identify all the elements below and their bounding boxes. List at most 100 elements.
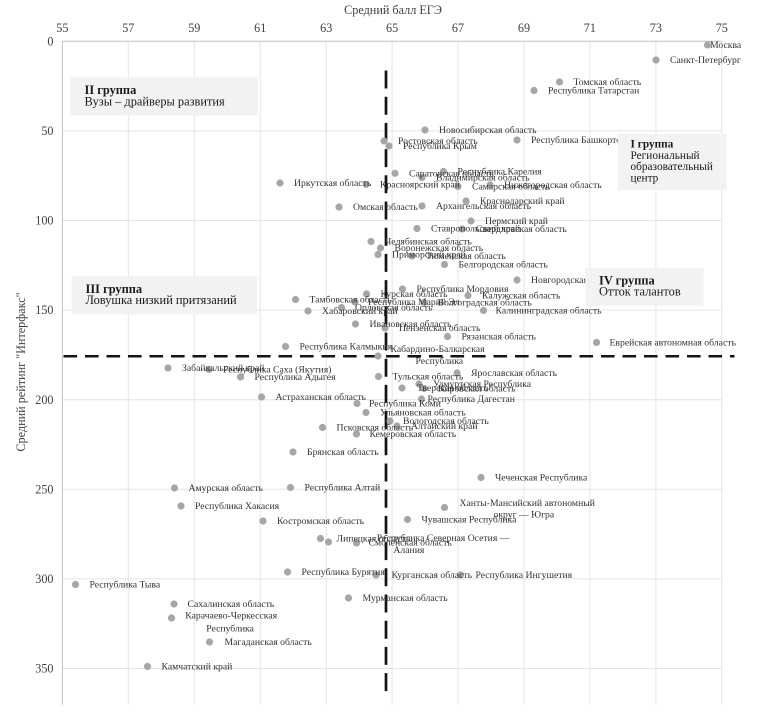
svg-text:Камчатский край: Камчатский край (162, 662, 233, 673)
svg-text:Амурская область: Амурская область (189, 483, 264, 494)
svg-text:Ханты-Мансийский автономный: Ханты-Мансийский автономный (460, 498, 595, 509)
svg-text:Курская область: Курская область (381, 289, 449, 300)
svg-text:Челябинская область: Челябинская область (385, 237, 472, 248)
svg-text:III группа: III группа (86, 282, 143, 296)
svg-text:Чувашская Республика: Чувашская Республика (422, 515, 518, 526)
svg-text:Пензенская область: Пензенская область (399, 323, 481, 334)
svg-text:Республика Бурятия: Республика Бурятия (302, 567, 386, 578)
svg-text:Орловская область: Орловская область (355, 303, 433, 314)
svg-text:200: 200 (35, 393, 53, 407)
svg-text:Республика Калмыкия: Республика Калмыкия (300, 342, 393, 353)
svg-text:Рязанская область: Рязанская область (462, 332, 537, 343)
svg-text:Тульская область: Тульская область (393, 372, 464, 383)
svg-text:Костромская область: Костромская область (277, 516, 365, 527)
svg-text:350: 350 (35, 662, 53, 676)
svg-text:Средний балл ЕГЭ: Средний балл ЕГЭ (344, 3, 442, 17)
svg-text:Ярославская область: Ярославская область (471, 368, 558, 379)
svg-text:Приморский край: Приморский край (392, 250, 466, 261)
svg-text:Кемеровская область: Кемеровская область (370, 429, 457, 440)
svg-text:Забайкальский край: Забайкальский край (182, 363, 265, 374)
svg-text:Астраханская область: Астраханская область (276, 392, 367, 403)
svg-text:Томская область: Томская область (574, 77, 642, 88)
svg-text:Тамбовская область: Тамбовская область (310, 295, 393, 306)
svg-text:Хабаровский край: Хабаровский край (322, 306, 398, 317)
svg-text:Республика Ингушетия: Республика Ингушетия (476, 570, 573, 581)
svg-text:I группа: I группа (631, 139, 674, 151)
svg-text:Самарская область: Самарская область (472, 182, 550, 193)
svg-text:Вузы – драйверы развития: Вузы – драйверы развития (85, 94, 226, 108)
svg-text:Республика Хакасия: Республика Хакасия (195, 501, 280, 512)
svg-text:Курганская область: Курганская область (392, 570, 473, 581)
svg-text:Ростовская область: Ростовская область (398, 136, 478, 147)
svg-text:Вологодская область: Вологодская область (403, 416, 489, 427)
svg-text:Республика Марий Эл: Республика Марий Эл (368, 297, 460, 308)
svg-text:Новгородская область: Новгородская область (531, 275, 623, 286)
svg-text:61: 61 (254, 21, 266, 35)
svg-text:Республика Мордовия: Республика Мордовия (417, 284, 509, 295)
svg-text:Владимирская область: Владимирская область (436, 173, 530, 184)
svg-text:Пермский край: Пермский край (485, 216, 548, 227)
svg-text:Омская область: Омская область (353, 202, 418, 213)
svg-text:63: 63 (320, 21, 332, 35)
svg-text:300: 300 (35, 572, 53, 586)
svg-text:Новосибирская область: Новосибирская область (439, 125, 537, 136)
svg-text:Республика Башкортостан: Республика Башкортостан (531, 135, 639, 146)
svg-text:Санкт-Петербург: Санкт-Петербург (670, 55, 741, 66)
svg-text:Отток талантов: Отток талантов (599, 285, 681, 299)
svg-text:Кабардино-Балкарская: Кабардино-Балкарская (391, 344, 486, 355)
svg-text:Сахалинская область: Сахалинская область (188, 599, 275, 610)
svg-text:Алтайский край: Алтайский край (411, 421, 478, 432)
svg-text:Средний рейтинг "Интерфакс": Средний рейтинг "Интерфакс" (14, 292, 28, 451)
svg-text:75: 75 (716, 21, 728, 35)
svg-text:Ивановская область: Ивановская область (370, 319, 453, 330)
svg-text:Белгородская область: Белгородская область (459, 260, 549, 271)
svg-text:Еврейская автономная область: Еврейская автономная область (610, 338, 737, 349)
svg-text:Мурманская область: Мурманская область (363, 593, 449, 604)
svg-text:150: 150 (35, 303, 53, 317)
svg-text:50: 50 (41, 124, 53, 138)
svg-text:Республика Адыгея: Республика Адыгея (255, 372, 337, 383)
svg-text:Тюменская область: Тюменская область (426, 251, 506, 262)
svg-text:Псковская область: Псковская область (337, 423, 414, 434)
svg-text:Липецкая область: Липецкая область (337, 534, 411, 545)
svg-text:67: 67 (452, 21, 464, 35)
svg-text:II группа: II группа (85, 83, 137, 97)
svg-text:Алания: Алания (393, 545, 424, 556)
svg-text:Свердловская область: Свердловская область (476, 224, 567, 235)
svg-text:Магаданская область: Магаданская область (225, 637, 313, 648)
svg-text:Карачаево-Черкесская: Карачаево-Черкесская (185, 611, 277, 622)
svg-text:Республика Дагестан: Республика Дагестан (428, 394, 515, 405)
svg-text:Калининградская область: Калининградская область (496, 306, 603, 317)
svg-text:55: 55 (56, 21, 68, 35)
svg-text:образовательный: образовательный (631, 161, 713, 173)
svg-text:Москва: Москва (710, 40, 742, 51)
svg-text:Красноярский край: Красноярский край (380, 180, 460, 191)
svg-text:250: 250 (35, 482, 53, 496)
svg-text:Республика Тыва: Республика Тыва (90, 580, 161, 591)
svg-text:Республика Коми: Республика Коми (369, 399, 441, 410)
svg-text:Саратовская область: Саратовская область (409, 169, 494, 180)
svg-text:Ставропольский край: Ставропольский край (431, 224, 520, 235)
svg-text:Республика Северная Осетия —: Республика Северная Осетия — (377, 533, 510, 544)
svg-text:Республика: Республика (416, 356, 464, 367)
svg-text:Краснодарский край: Краснодарский край (480, 196, 565, 207)
svg-text:Республика Татарстан: Республика Татарстан (548, 86, 639, 97)
svg-text:Кировская область: Кировская область (438, 384, 516, 395)
svg-text:Республика Карелия: Республика Карелия (458, 167, 543, 178)
svg-text:Республика Крым: Республика Крым (403, 141, 477, 152)
svg-text:Нижегородская область: Нижегородская область (504, 180, 602, 191)
svg-text:Республика: Республика (206, 624, 254, 635)
svg-text:71: 71 (584, 21, 596, 35)
svg-text:Архангельская область: Архангельская область (436, 201, 532, 212)
svg-text:100: 100 (35, 214, 53, 228)
svg-text:65: 65 (386, 21, 398, 35)
svg-text:Ловушка низкий притязаний: Ловушка низкий притязаний (86, 293, 237, 307)
svg-text:Иркутская область: Иркутская область (294, 178, 372, 189)
svg-text:73: 73 (650, 21, 662, 35)
svg-text:57: 57 (122, 21, 134, 35)
svg-text:Ульяновская область: Ульяновская область (380, 408, 466, 419)
svg-text:Волгоградская область: Волгоградская область (438, 298, 533, 309)
svg-text:IV группа: IV группа (599, 273, 655, 287)
svg-text:Смоленская область: Смоленская область (369, 538, 453, 549)
svg-text:Чеченская Республика: Чеченская Республика (495, 473, 588, 484)
